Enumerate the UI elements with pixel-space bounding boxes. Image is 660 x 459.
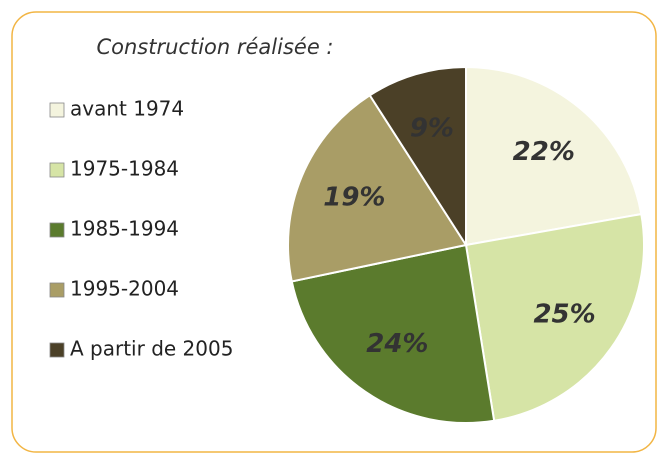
chart-title: Construction réalisée :	[96, 35, 333, 59]
legend-label: 1995-2004	[70, 277, 179, 301]
legend-label: 1975-1984	[70, 157, 179, 181]
pie-slice	[464, 212, 645, 422]
pie-slice	[368, 65, 467, 249]
legend-label: avant 1974	[70, 97, 184, 121]
data-label: 19%	[323, 183, 385, 213]
legend-swatch	[49, 162, 65, 178]
frame	[11, 11, 657, 453]
legend-swatch	[49, 342, 65, 358]
legend-swatch	[49, 282, 65, 298]
data-label: 24%	[366, 329, 428, 359]
legend-swatch	[49, 222, 65, 238]
pie-slice	[287, 93, 468, 283]
data-label: 25%	[533, 300, 595, 330]
data-label: 9%	[410, 113, 454, 143]
legend-label: 1985-1994	[70, 217, 179, 241]
legend-swatch	[49, 102, 65, 118]
pie-slice	[290, 243, 496, 424]
pie-slice	[465, 65, 643, 247]
data-label: 22%	[513, 137, 575, 167]
legend-label: A partir de 2005	[70, 337, 233, 361]
